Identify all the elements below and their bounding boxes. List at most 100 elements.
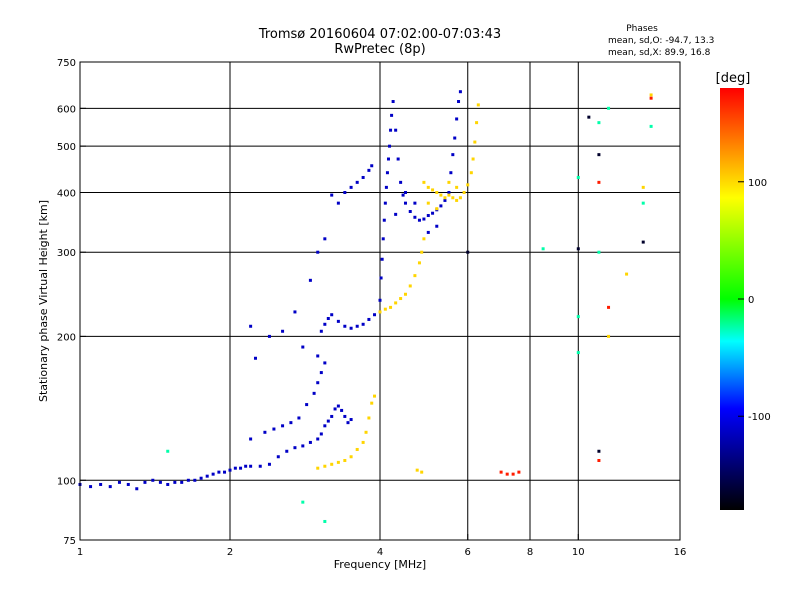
- data-point: [316, 354, 320, 358]
- data-point: [420, 250, 424, 254]
- data-point: [383, 307, 387, 311]
- data-point: [389, 128, 393, 132]
- grid-lines: [80, 62, 680, 540]
- y-tick-label: 300: [57, 248, 76, 259]
- data-point: [293, 446, 297, 450]
- data-point: [336, 460, 340, 464]
- data-point: [308, 278, 312, 282]
- data-point: [469, 171, 473, 175]
- y-tick-label: 75: [63, 536, 76, 547]
- data-point: [135, 487, 139, 491]
- data-point: [417, 261, 421, 265]
- data-point: [607, 106, 611, 110]
- data-point: [426, 185, 430, 189]
- y-tick-label: 500: [57, 142, 76, 153]
- data-point: [439, 204, 443, 208]
- data-point: [361, 440, 365, 444]
- data-point: [151, 478, 155, 482]
- data-point: [173, 480, 177, 484]
- data-point: [289, 421, 293, 425]
- data-point: [422, 180, 426, 184]
- data-point: [381, 237, 385, 241]
- colorbar-tick-label: 100: [748, 178, 767, 189]
- data-point: [476, 103, 480, 107]
- data-point: [330, 313, 334, 317]
- data-point: [435, 190, 439, 194]
- data-point: [403, 292, 407, 296]
- data-point: [403, 201, 407, 205]
- data-point: [576, 175, 580, 179]
- data-point: [297, 416, 301, 420]
- data-point: [451, 153, 455, 157]
- data-point: [641, 240, 645, 244]
- data-point: [439, 193, 443, 197]
- data-point: [166, 449, 170, 453]
- scatter-points: [78, 90, 653, 523]
- data-point: [462, 190, 466, 194]
- y-axis-ticks: 75 100 200 300 400 500 600 750: [57, 58, 86, 547]
- data-point: [193, 478, 197, 482]
- data-point: [597, 121, 601, 125]
- y-tick-label: 100: [57, 476, 76, 487]
- phases-x-stats: mean, sd,X: 89.9, 16.8: [608, 48, 711, 58]
- data-point: [349, 185, 353, 189]
- chart-title: Tromsø 20160604 07:02:00-07:03:43: [258, 27, 501, 42]
- data-point: [649, 124, 653, 128]
- data-point: [466, 183, 470, 187]
- data-point: [435, 224, 439, 228]
- x-tick-label: 8: [527, 547, 533, 558]
- data-point: [267, 462, 271, 466]
- data-point: [323, 464, 327, 468]
- x-axis-ticks: 1 2 4 6 8 10 16: [77, 534, 687, 558]
- data-point: [258, 464, 262, 468]
- data-point: [511, 472, 515, 476]
- data-point: [323, 361, 327, 365]
- data-point: [340, 408, 344, 412]
- data-point: [330, 193, 334, 197]
- data-point: [343, 324, 347, 328]
- data-point: [649, 93, 653, 97]
- x-tick-label: 4: [377, 547, 383, 558]
- data-point: [458, 90, 462, 94]
- chart-subtitle: RwPretec (8p): [334, 42, 425, 57]
- data-point: [349, 418, 353, 422]
- data-point: [253, 356, 257, 360]
- data-point: [417, 218, 421, 222]
- data-point: [281, 329, 285, 333]
- data-point: [336, 404, 340, 408]
- data-point: [649, 96, 653, 100]
- data-point: [330, 462, 334, 466]
- data-point: [541, 247, 545, 251]
- data-point: [343, 190, 347, 194]
- data-point: [597, 458, 601, 462]
- data-point: [443, 196, 447, 200]
- data-point: [367, 168, 371, 172]
- data-point: [99, 482, 103, 486]
- data-point: [319, 371, 323, 375]
- data-point: [597, 180, 601, 184]
- data-point: [607, 334, 611, 338]
- data-point: [422, 217, 426, 221]
- data-point: [349, 326, 353, 330]
- data-point: [380, 257, 384, 261]
- data-point: [447, 190, 451, 194]
- data-point: [186, 478, 190, 482]
- data-point: [471, 157, 475, 161]
- data-point: [276, 455, 280, 459]
- data-point: [607, 305, 611, 309]
- data-point: [272, 427, 276, 431]
- data-point: [447, 193, 451, 197]
- data-point: [453, 136, 457, 140]
- data-point: [281, 424, 285, 428]
- data-point: [319, 432, 323, 436]
- data-point: [383, 201, 387, 205]
- y-tick-label: 200: [57, 332, 76, 343]
- data-point: [597, 449, 601, 453]
- data-point: [597, 153, 601, 157]
- data-point: [323, 424, 327, 428]
- x-tick-label: 16: [674, 547, 687, 558]
- x-axis-label: Frequency [MHz]: [334, 558, 426, 571]
- data-point: [316, 250, 320, 254]
- data-point: [126, 482, 130, 486]
- x-tick-label: 2: [227, 547, 233, 558]
